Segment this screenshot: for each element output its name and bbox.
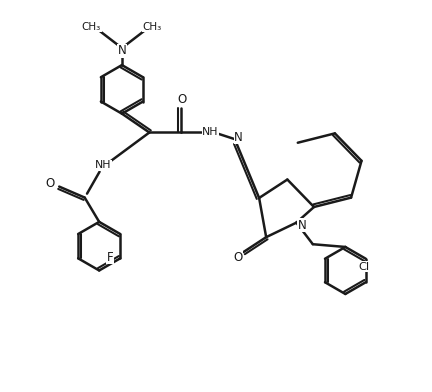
Text: CH₃: CH₃ [143, 22, 162, 32]
Text: NH: NH [95, 160, 111, 171]
Text: F: F [107, 250, 114, 264]
Text: O: O [178, 93, 187, 106]
Text: N: N [118, 44, 126, 58]
Text: NH: NH [202, 127, 219, 137]
Text: N: N [235, 131, 243, 144]
Text: N: N [298, 218, 307, 232]
Text: O: O [45, 177, 55, 191]
Text: Cl: Cl [358, 261, 369, 272]
Text: O: O [233, 251, 243, 264]
Text: CH₃: CH₃ [82, 22, 101, 32]
